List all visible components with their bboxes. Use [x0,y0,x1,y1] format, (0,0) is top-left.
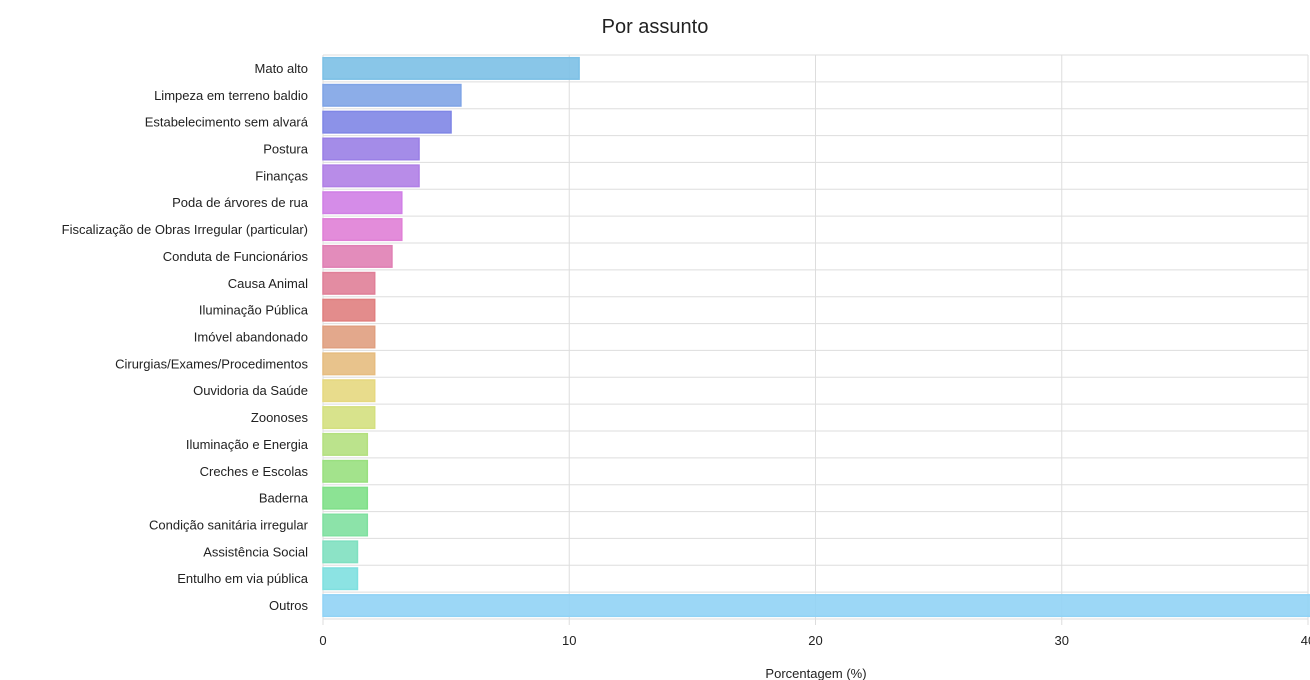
category-label: Mato alto [255,61,308,76]
category-label: Poda de árvores de rua [172,195,309,210]
category-label: Imóvel abandonado [194,330,308,345]
category-label: Fiscalização de Obras Irregular (particu… [62,222,308,237]
category-label: Postura [263,142,309,157]
bar [322,379,376,403]
category-label: Outros [269,598,309,613]
category-label: Iluminação Pública [199,303,309,318]
category-label: Entulho em via pública [177,571,309,586]
bars [322,56,1310,618]
bar [322,594,1310,618]
category-label: Ouvidoria da Saúde [193,383,308,398]
x-tick-labels: 0 10 20 30 40 [319,633,1310,648]
category-label: Zoonoses [251,410,309,425]
bar [322,56,580,80]
category-label: Baderna [259,491,309,506]
bar [322,406,376,430]
category-label: Assistência Social [203,544,308,559]
bar [322,432,369,456]
bar [322,540,359,564]
bar [322,298,376,322]
bar [322,459,369,483]
bar [322,325,376,349]
category-label: Condição sanitária irregular [149,518,309,533]
bar [322,244,393,268]
x-tick-label: 20 [808,633,822,648]
x-tick-label: 10 [562,633,576,648]
category-label: Estabelecimento sem alvará [145,115,309,130]
x-tick-label: 0 [319,633,326,648]
category-label: Conduta de Funcionários [163,249,309,264]
bar [322,110,452,134]
bar [322,218,403,242]
x-tick-label: 30 [1055,633,1069,648]
grid [322,54,1309,625]
bar [322,83,462,107]
bar [322,352,376,376]
category-label: Causa Animal [228,276,308,291]
bar [322,271,376,295]
bar [322,137,420,161]
bar [322,164,420,188]
category-label: Creches e Escolas [200,464,309,479]
x-tick-label: 40 [1301,633,1310,648]
chart-title: Por assunto [602,16,709,38]
bar [322,567,359,591]
category-label: Finanças [255,168,308,183]
bar [322,486,369,510]
category-labels: Mato alto Limpeza em terreno baldio Estabe… [62,61,309,613]
bar [322,513,369,537]
category-label: Cirurgias/Exames/Procedimentos [115,356,308,371]
x-axis-title: Porcentagem (%) [765,666,866,680]
bar [322,191,403,215]
category-label: Limpeza em terreno baldio [154,88,308,103]
category-label: Iluminação e Energia [186,437,309,452]
